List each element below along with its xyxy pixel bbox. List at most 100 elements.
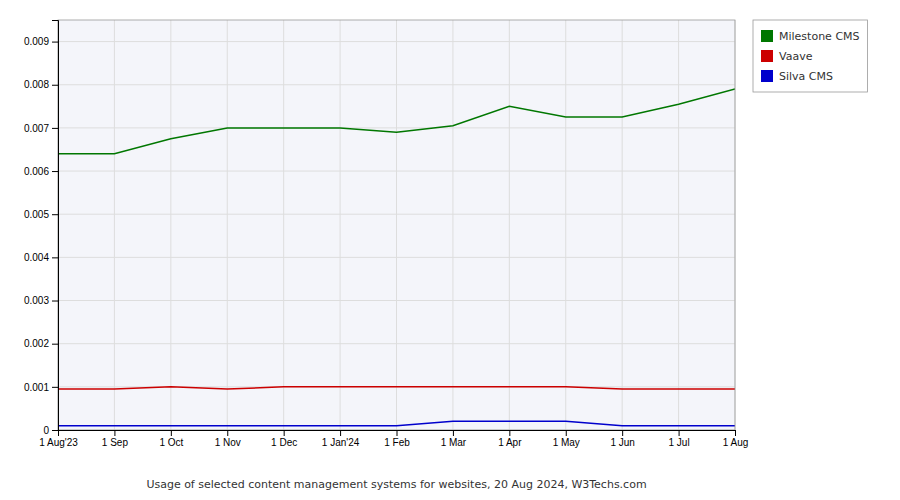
tick-label: 0.007	[24, 123, 49, 134]
tick-label: 0	[43, 425, 49, 436]
tick: 0.007	[24, 123, 58, 134]
tick: 0	[43, 425, 58, 436]
tick-label: 1 Dec	[271, 437, 297, 448]
y-axis: 0 0.001 0.002 0.003 0.004 0.005 0.006 0.007 0.00…	[24, 21, 59, 436]
legend-swatch	[761, 30, 773, 42]
grid-line	[170, 20, 171, 430]
tick-label: 1 Jul	[669, 437, 690, 448]
title: Usage of selected content management sys…	[146, 478, 646, 491]
tick: 0.009	[24, 36, 58, 47]
axis-line	[52, 21, 59, 431]
tick: 0.004	[24, 252, 58, 263]
tick-mark	[227, 430, 228, 436]
tick-mark	[52, 387, 58, 388]
tick-label: 0.001	[24, 382, 49, 393]
legend-label: Milestone CMS	[779, 30, 860, 43]
tick-label: 1 Aug'23	[39, 437, 78, 448]
tick-mark	[52, 128, 58, 129]
grid	[58, 20, 735, 430]
chart: 0 0.001 0.002 0.003 0.004 0.005 0.006 0.007 0.00…	[0, 0, 900, 500]
series-line	[58, 387, 735, 389]
tick-label: 1 Oct	[159, 437, 183, 448]
tick-label: 0.006	[24, 166, 49, 177]
tick-mark	[679, 430, 680, 436]
tick-label: 1 Sep	[102, 437, 129, 448]
tick-label: 1 May	[553, 437, 580, 448]
lines	[58, 89, 735, 426]
tick-label: 1 Mar	[441, 437, 467, 448]
tick: 1 Oct	[159, 430, 183, 448]
tick: 0.002	[24, 338, 58, 349]
tick-mark	[52, 214, 58, 215]
tick-mark	[171, 430, 172, 436]
tick-mark	[52, 85, 58, 86]
grid-line	[452, 20, 453, 430]
legend-item: Silva CMS	[761, 70, 833, 83]
tick-label: 1 Jun	[610, 437, 634, 448]
legend-item: Vaave	[761, 50, 813, 63]
series-line	[58, 89, 735, 154]
grid-line	[340, 20, 341, 430]
grid-line	[396, 20, 397, 430]
legend-item: Milestone CMS	[761, 30, 860, 43]
tick-mark	[52, 257, 58, 258]
tick: 1 Nov	[215, 430, 241, 448]
tick-label: 0.004	[24, 252, 49, 263]
legend: Milestone CMS Vaave Silva CMS	[753, 20, 868, 92]
tick-mark	[453, 430, 454, 436]
tick-label: 0.003	[24, 295, 49, 306]
legend-swatch	[761, 70, 773, 82]
tick-label: 0.005	[24, 209, 49, 220]
tick-mark	[284, 430, 285, 436]
tick-mark	[58, 430, 59, 436]
grid-line	[622, 20, 623, 430]
tick: 1 Mar	[441, 430, 467, 448]
legend-frame	[753, 20, 868, 92]
tick-label: 1 Jan'24	[322, 437, 360, 448]
tick: 1 Jun	[610, 430, 634, 448]
legend-swatch	[761, 50, 773, 62]
tick: 0.006	[24, 166, 58, 177]
tick-label: 1 Nov	[215, 437, 241, 448]
tick-label: 0.008	[24, 79, 49, 90]
axis-line	[59, 431, 736, 437]
tick-label: 0.009	[24, 36, 49, 47]
tick: 0.005	[24, 209, 58, 220]
tick: 1 Dec	[271, 430, 297, 448]
grid-line	[114, 20, 115, 430]
tick-mark	[52, 344, 58, 345]
grid-line	[565, 20, 566, 430]
legend-label: Vaave	[779, 50, 813, 63]
plot: 0 0.001 0.002 0.003 0.004 0.005 0.006 0.007 0.00…	[24, 20, 748, 448]
tick-label: 1 Apr	[498, 437, 522, 448]
series-line	[58, 421, 735, 425]
tick-mark	[114, 430, 115, 436]
tick: 1 Feb	[384, 430, 410, 448]
tick-mark	[52, 171, 58, 172]
grid-line	[227, 20, 228, 430]
tick-mark	[340, 430, 341, 436]
tick-mark	[622, 430, 623, 436]
tick: 1 May	[553, 430, 580, 448]
tick: 1 Apr	[498, 430, 522, 448]
tick: 1 Jul	[669, 430, 690, 448]
tick-label: 1 Feb	[384, 437, 410, 448]
tick-label: 0.002	[24, 338, 49, 349]
plot-background	[58, 20, 735, 430]
tick-mark	[52, 301, 58, 302]
x-axis: 1 Aug'23 1 Sep 1 Oct 1 Nov 1 Dec 1 Jan'24 1 Fe…	[39, 430, 748, 448]
tick: 1 Aug	[723, 430, 749, 448]
legend-label: Silva CMS	[779, 70, 833, 83]
tick-label: 1 Aug	[723, 437, 749, 448]
tick-mark	[52, 42, 58, 43]
tick: 0.008	[24, 79, 58, 90]
plot-frame	[58, 20, 735, 430]
tick-mark	[397, 430, 398, 436]
tick-mark	[735, 430, 736, 436]
tick-mark	[509, 430, 510, 436]
grid-line	[678, 20, 679, 430]
tick: 1 Aug'23	[39, 430, 78, 448]
grid-line	[509, 20, 510, 430]
tick: 0.001	[24, 382, 58, 393]
tick-mark	[566, 430, 567, 436]
